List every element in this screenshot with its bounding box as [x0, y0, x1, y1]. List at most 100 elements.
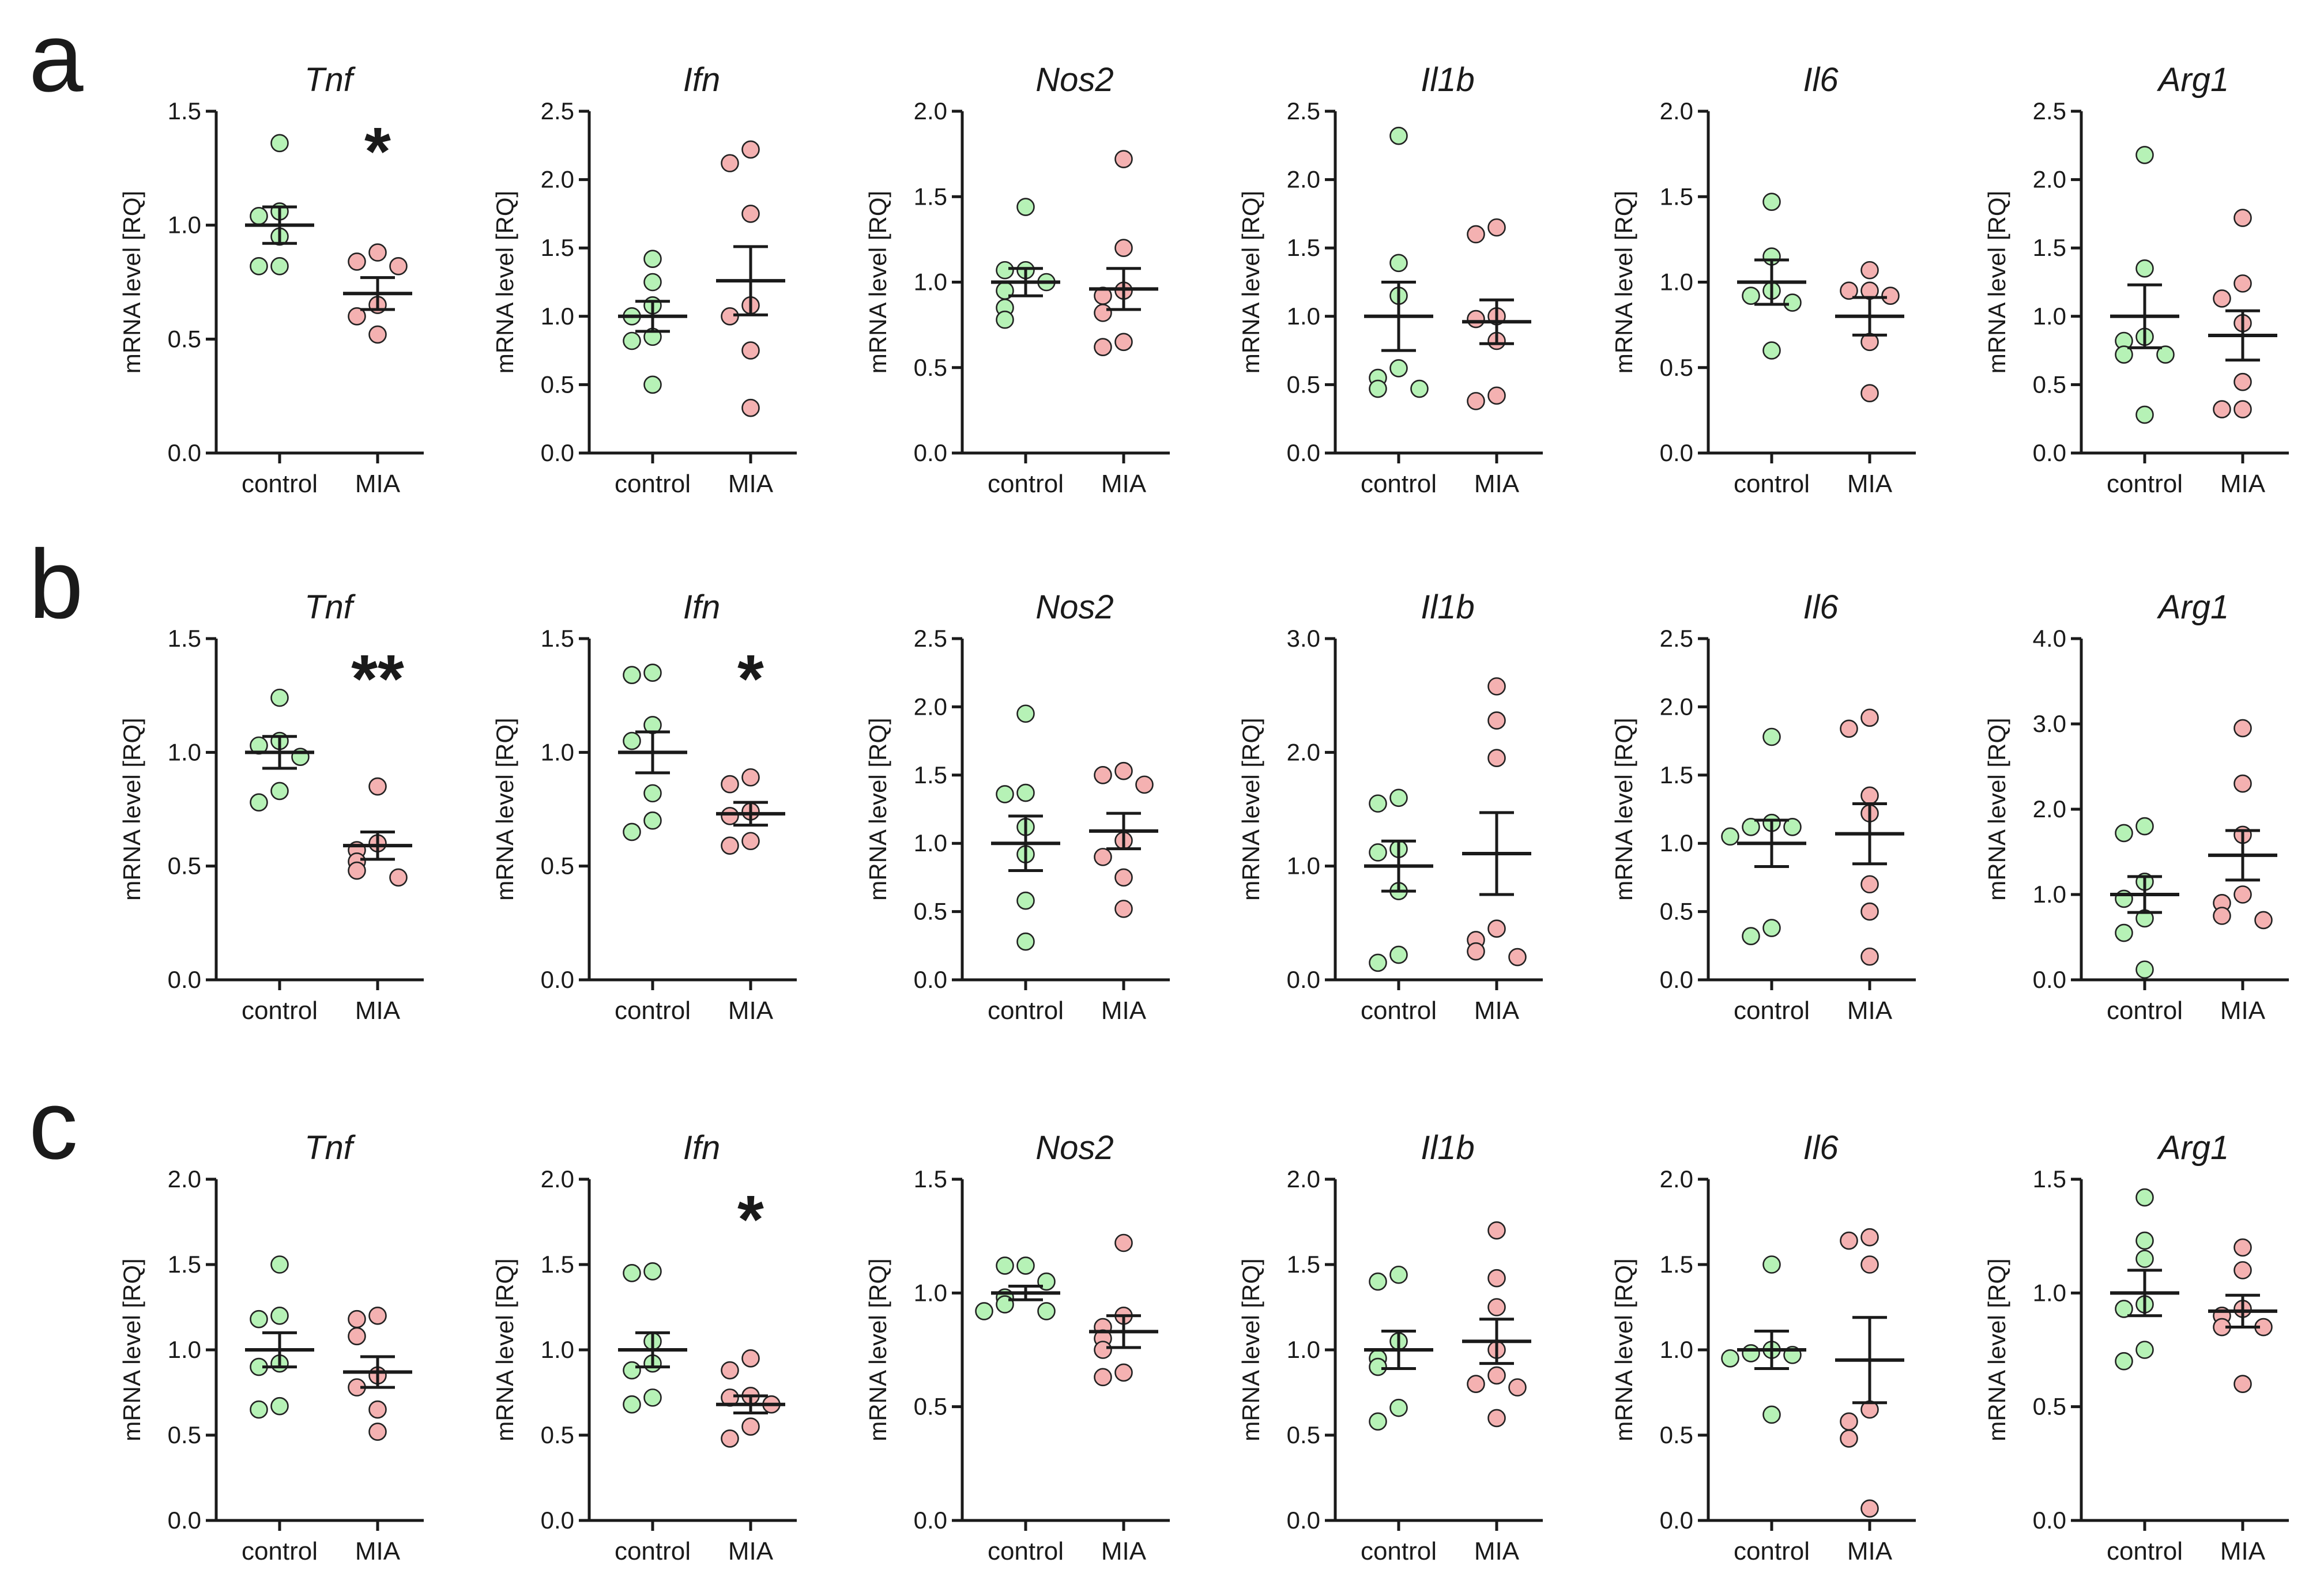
data-point	[741, 341, 760, 360]
chart-c-tnf: Tnf mRNA level [RQ] 0.0 0.5 1.0 1.5 2.0 control…	[118, 1129, 424, 1565]
data-point	[1094, 1341, 1112, 1359]
y-tick-label: 2.0	[1660, 693, 1693, 720]
data-point	[1742, 1344, 1760, 1363]
data-point	[2115, 1300, 2133, 1318]
chart-title: Arg1	[2157, 1129, 2229, 1167]
x-tick-label: control	[1734, 1537, 1810, 1565]
data-point	[1742, 286, 1760, 305]
chart-title: Tnf	[304, 1129, 356, 1167]
data-point	[2135, 1250, 2154, 1268]
chart-c-il1b: Il1b mRNA level [RQ] 0.0 0.5 1.0 1.5 2.0 contro…	[1237, 1129, 1543, 1565]
y-tick-label: 0.0	[914, 1507, 947, 1534]
data-point	[1410, 379, 1429, 398]
chart-b-tnf: Tnf mRNA level [RQ] 0.0 0.5 1.0 1.5 control MIA…	[118, 588, 424, 1025]
data-point	[1016, 783, 1035, 802]
data-point	[1487, 1269, 1506, 1288]
chart-a-il6: Il6 mRNA level [RQ] 0.0 0.5 1.0 1.5 2.0 control…	[1610, 61, 1916, 498]
y-tick-label: 1.5	[168, 1251, 201, 1278]
y-tick-label: 1.5	[1660, 183, 1693, 210]
data-point	[1114, 1363, 1133, 1382]
y-tick-label: 2.5	[914, 625, 947, 652]
series-control	[2110, 146, 2179, 424]
chart-title: Ifn	[683, 1129, 721, 1167]
data-point	[348, 1327, 366, 1346]
series-mia	[1089, 761, 1158, 918]
data-point	[1860, 384, 1879, 403]
y-tick-label: 2.0	[914, 97, 947, 124]
y-tick-label: 0.0	[541, 966, 574, 993]
series-control	[618, 1262, 687, 1414]
y-axis-label: mRNA level [RQ]	[491, 1258, 518, 1441]
data-point	[1860, 875, 1879, 894]
y-axis-label: mRNA level [RQ]	[118, 718, 145, 900]
data-point	[1114, 1233, 1133, 1252]
series-mia	[1462, 1221, 1531, 1428]
data-point	[1840, 281, 1858, 300]
data-point	[1369, 794, 1387, 813]
y-tick-label: 0.0	[914, 439, 947, 466]
data-point	[996, 261, 1014, 280]
y-tick-label: 1.0	[914, 1279, 947, 1306]
y-tick-label: 0.0	[2033, 439, 2066, 466]
significance-marker: *	[737, 641, 764, 717]
data-point	[270, 688, 289, 707]
y-axis-label: mRNA level [RQ]	[491, 718, 518, 900]
y-axis-label: mRNA level [RQ]	[864, 1258, 891, 1441]
data-point	[2233, 400, 2252, 418]
data-point	[1389, 788, 1408, 807]
data-point	[1860, 1255, 1879, 1274]
y-tick-label: 2.0	[1287, 1165, 1320, 1192]
series-control	[618, 250, 687, 394]
data-point	[996, 310, 1014, 329]
data-point	[2213, 907, 2231, 925]
y-axis-label: mRNA level [RQ]	[1983, 1258, 2010, 1441]
data-point	[2135, 146, 2154, 164]
significance-marker: *	[737, 1182, 764, 1258]
x-tick-label: MIA	[355, 470, 401, 498]
series-mia	[1089, 150, 1158, 356]
data-point	[1467, 310, 1485, 329]
series-mia	[343, 243, 412, 344]
data-point	[250, 207, 268, 225]
data-point	[2115, 923, 2133, 942]
data-point	[1389, 1398, 1408, 1417]
data-point	[741, 1349, 760, 1368]
y-axis-label: mRNA level [RQ]	[864, 718, 891, 900]
data-point	[1037, 1302, 1056, 1320]
significance-marker: *	[364, 114, 391, 190]
data-point	[1762, 919, 1781, 937]
y-tick-label: 1.0	[2033, 1279, 2066, 1306]
x-tick-label: MIA	[728, 1537, 774, 1565]
chart-title: Ifn	[683, 61, 721, 99]
data-point	[270, 782, 289, 801]
data-point	[1094, 1368, 1112, 1387]
y-tick-label: 1.5	[541, 1251, 574, 1278]
data-point	[1860, 786, 1879, 805]
data-point	[643, 1388, 662, 1407]
x-tick-label: control	[1361, 470, 1437, 498]
data-point	[2135, 1231, 2154, 1250]
data-point	[1487, 1409, 1506, 1428]
y-tick-label: 1.5	[168, 97, 201, 124]
chart-title: Il6	[1803, 588, 1839, 626]
y-axis-label: mRNA level [RQ]	[491, 191, 518, 373]
y-tick-label: 2.0	[1660, 97, 1693, 124]
y-tick-label: 2.5	[2033, 97, 2066, 124]
data-point	[250, 1400, 268, 1419]
x-tick-label: control	[615, 997, 691, 1025]
data-point	[1762, 1405, 1781, 1424]
data-point	[1094, 304, 1112, 322]
y-tick-label: 1.0	[2033, 881, 2066, 908]
data-point	[1487, 1221, 1506, 1240]
data-point	[368, 1400, 387, 1419]
data-point	[1487, 386, 1506, 405]
data-point	[1094, 766, 1112, 784]
series-mia	[1089, 1233, 1158, 1387]
data-point	[1762, 193, 1781, 211]
x-tick-label: MIA	[1474, 1537, 1520, 1565]
y-tick-label: 2.0	[2033, 166, 2066, 193]
series-control	[245, 134, 314, 276]
data-point	[2115, 1352, 2133, 1371]
y-axis-label: mRNA level [RQ]	[1610, 1258, 1637, 1441]
y-tick-label: 0.5	[914, 898, 947, 925]
